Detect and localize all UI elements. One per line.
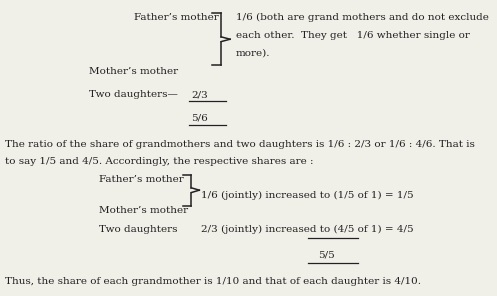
Text: 2/3: 2/3 [191, 90, 208, 99]
Text: Two daughters: Two daughters [99, 225, 178, 234]
Text: Mother’s mother: Mother’s mother [99, 206, 188, 215]
Text: to say 1/5 and 4/5. Accordingly, the respective shares are :: to say 1/5 and 4/5. Accordingly, the res… [5, 157, 314, 166]
Text: 1/6 (both are grand mothers and do not exclude: 1/6 (both are grand mothers and do not e… [236, 13, 489, 22]
Text: more).: more). [236, 49, 270, 58]
Text: Thus, the share of each grandmother is 1/10 and that of each daughter is 4/10.: Thus, the share of each grandmother is 1… [5, 277, 421, 286]
Text: Mother’s mother: Mother’s mother [89, 67, 178, 75]
Text: The ratio of the share of grandmothers and two daughters is 1/6 : 2/3 or 1/6 : 4: The ratio of the share of grandmothers a… [5, 140, 475, 149]
Text: Two daughters—: Two daughters— [89, 90, 178, 99]
Text: 1/6 (jointly) increased to (1/5 of 1) = 1/5: 1/6 (jointly) increased to (1/5 of 1) = … [201, 191, 414, 200]
Text: each other.  They get   1/6 whether single or: each other. They get 1/6 whether single … [236, 31, 470, 40]
Text: Father’s mother: Father’s mother [134, 13, 219, 22]
Text: 5/6: 5/6 [191, 114, 208, 123]
Text: Father’s mother: Father’s mother [99, 175, 184, 184]
Text: 5/5: 5/5 [318, 250, 335, 259]
Text: 2/3 (jointly) increased to (4/5 of 1) = 4/5: 2/3 (jointly) increased to (4/5 of 1) = … [201, 225, 414, 234]
